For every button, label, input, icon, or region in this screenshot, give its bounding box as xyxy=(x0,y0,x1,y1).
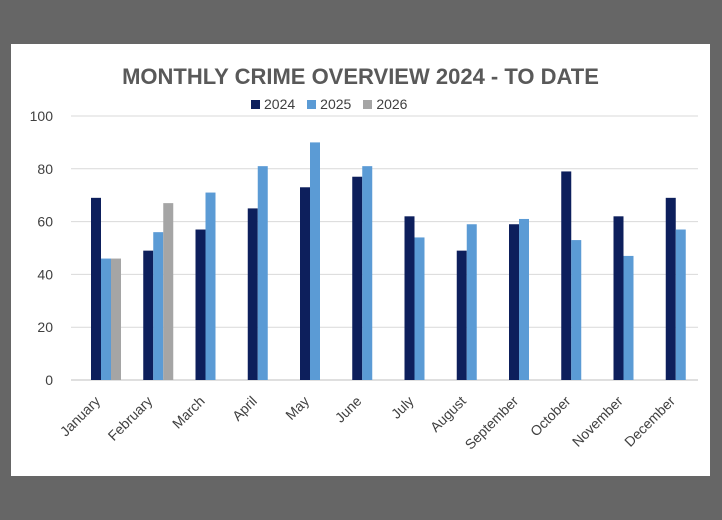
bar-2024-january xyxy=(91,197,101,380)
bar-2025-november xyxy=(623,255,634,380)
legend-label-2026: 2026 xyxy=(376,96,408,112)
bar-2025-october xyxy=(571,240,582,380)
legend-swatch-2025 xyxy=(307,99,317,109)
y-tick-label-100: 100 xyxy=(30,108,54,124)
x-tick-label-november: November xyxy=(569,393,626,450)
chart-legend: 2024 2025 2026 xyxy=(251,96,407,112)
legend-label-2024: 2024 xyxy=(264,96,296,112)
x-tick-label-march: March xyxy=(169,393,208,432)
bar-2025-may xyxy=(310,142,320,380)
legend-swatch-2024 xyxy=(251,99,260,109)
bar-2024-august xyxy=(456,250,467,380)
y-tick-label-40: 40 xyxy=(37,266,53,282)
bar-2024-june xyxy=(352,176,363,380)
chart-title: MONTHLY CRIME OVERVIEW 2024 - TO DATE xyxy=(122,64,599,89)
bar-chart: 0 20 40 60 80 100 January February March April May… xyxy=(30,108,698,453)
bar-2025-august xyxy=(466,224,477,380)
x-tick-label-december: December xyxy=(621,393,678,450)
bar-2025-january xyxy=(101,258,111,380)
bar-2025-december xyxy=(675,229,686,380)
x-tick-label-february: February xyxy=(105,393,156,444)
bar-2026-january xyxy=(111,258,121,380)
y-tick-label-80: 80 xyxy=(37,161,53,177)
bar-2025-april xyxy=(257,166,268,380)
bar-2025-march xyxy=(205,192,216,380)
bar-2024-october xyxy=(561,171,572,380)
x-tick-label-october: October xyxy=(527,393,574,440)
bar-2025-september xyxy=(519,218,529,380)
bar-2024-march xyxy=(195,229,206,380)
bar-2026-february xyxy=(163,203,174,380)
bar-2024-july xyxy=(404,216,415,380)
legend-item-2026: 2026 xyxy=(363,96,407,112)
chart-panel: MONTHLY CRIME OVERVIEW 2024 - TO DATE 20… xyxy=(11,44,710,476)
legend-label-2025: 2025 xyxy=(320,96,352,112)
y-tick-label-20: 20 xyxy=(37,319,53,335)
legend-item-2025: 2025 xyxy=(307,96,351,112)
x-tick-label-august: August xyxy=(427,393,469,435)
bar-2025-july xyxy=(414,237,425,380)
y-tick-label-60: 60 xyxy=(37,214,53,230)
x-tick-label-january: January xyxy=(57,393,104,440)
bar-2024-november xyxy=(613,216,624,380)
y-tick-label-0: 0 xyxy=(45,372,53,388)
x-tick-label-september: September xyxy=(462,393,522,453)
x-tick-label-june: June xyxy=(332,393,365,426)
bar-2024-september xyxy=(509,224,519,380)
bar-2024-december xyxy=(665,197,676,380)
bar-2025-june xyxy=(362,166,373,380)
legend-swatch-2026 xyxy=(363,99,373,109)
bar-2024-april xyxy=(247,208,258,380)
bar-2024-may xyxy=(300,187,310,380)
x-tick-label-may: May xyxy=(282,393,312,423)
legend-item-2024: 2024 xyxy=(251,96,295,112)
bar-2025-february xyxy=(153,232,164,380)
x-tick-label-july: July xyxy=(388,393,417,422)
x-tick-label-april: April xyxy=(229,393,260,424)
bar-2024-february xyxy=(143,250,154,380)
